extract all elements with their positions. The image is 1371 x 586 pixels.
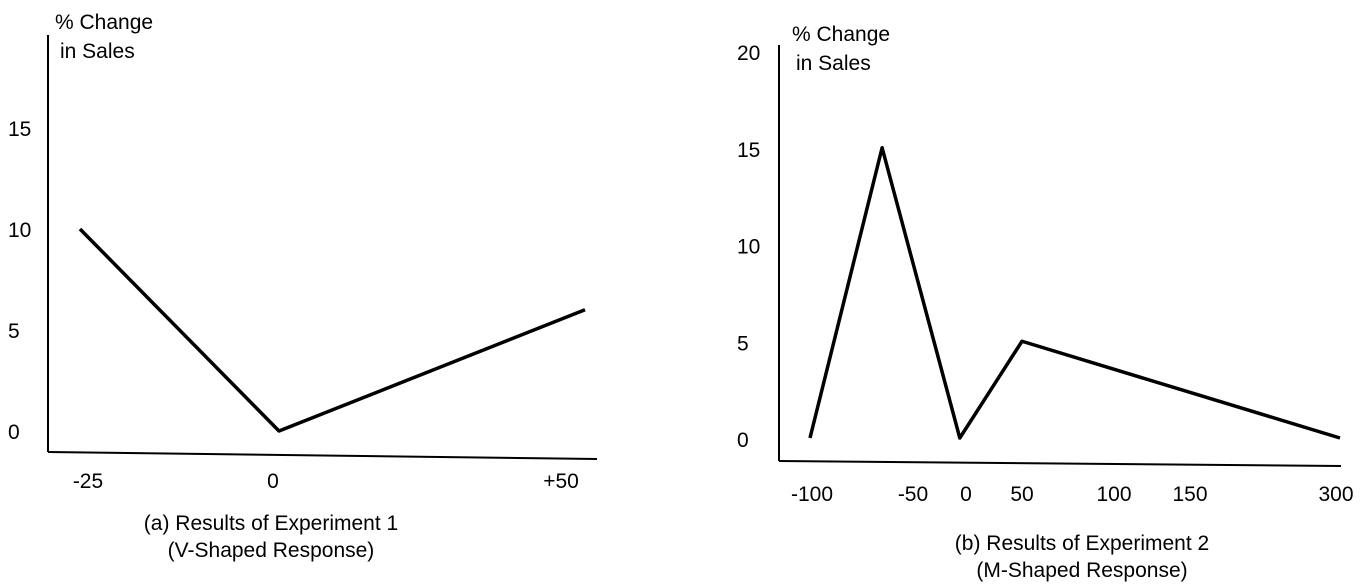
- chart-a-x-axis: [47, 451, 598, 460]
- chart-a-series-line: [78, 227, 586, 433]
- chart-a-x-tick-label: 0: [267, 470, 279, 493]
- chart-b-x-axis: [778, 460, 1342, 467]
- chart-a: % Change in Sales 0 5 10 15 -25 0 +50 (a) Res…: [8, 11, 598, 562]
- chart-a-subtitle: (V-Shaped Response): [168, 539, 375, 562]
- chart-a-x-tick-label: +50: [543, 470, 579, 493]
- chart-a-x-tick-label: -25: [73, 470, 103, 493]
- chart-b-title: (b) Results of Experiment 2: [955, 532, 1209, 555]
- chart-b-y-tick-label: 5: [737, 332, 749, 355]
- chart-b-y-tick-label: 20: [737, 42, 760, 65]
- chart-b-x-tick-label: 150: [1172, 483, 1207, 506]
- chart-b-ylabel-line1: % Change: [792, 23, 890, 46]
- chart-a-y-tick-label: 5: [8, 320, 20, 343]
- chart-a-y-tick-label: 0: [8, 421, 20, 444]
- chart-b-x-tick-label: 0: [960, 483, 972, 506]
- chart-b-x-tick-label: 50: [1010, 483, 1033, 506]
- chart-b-x-tick-label: 100: [1096, 483, 1131, 506]
- chart-a-y-tick-label: 10: [8, 219, 31, 242]
- chart-a-y-tick-label: 15: [8, 118, 31, 141]
- chart-b-x-tick-label: -100: [791, 483, 833, 506]
- chart-a-ylabel-line2: in Sales: [60, 40, 135, 63]
- chart-b-ylabel-line2: in Sales: [796, 52, 871, 75]
- chart-a-title: (a) Results of Experiment 1: [144, 512, 398, 535]
- chart-b-y-tick-label: 15: [737, 139, 760, 162]
- chart-b: % Change in Sales 0 5 10 15 20 -100 -50 0 50 100…: [737, 23, 1354, 582]
- chart-b-x-tick-label: 300: [1318, 483, 1353, 506]
- chart-b-x-tick-label: -50: [898, 483, 928, 506]
- chart-b-y-tick-label: 10: [737, 236, 760, 259]
- chart-a-ylabel-line1: % Change: [55, 11, 153, 34]
- chart-b-series-line: [808, 146, 1341, 440]
- chart-b-subtitle: (M-Shaped Response): [976, 559, 1187, 582]
- chart-b-y-tick-label: 0: [737, 429, 749, 452]
